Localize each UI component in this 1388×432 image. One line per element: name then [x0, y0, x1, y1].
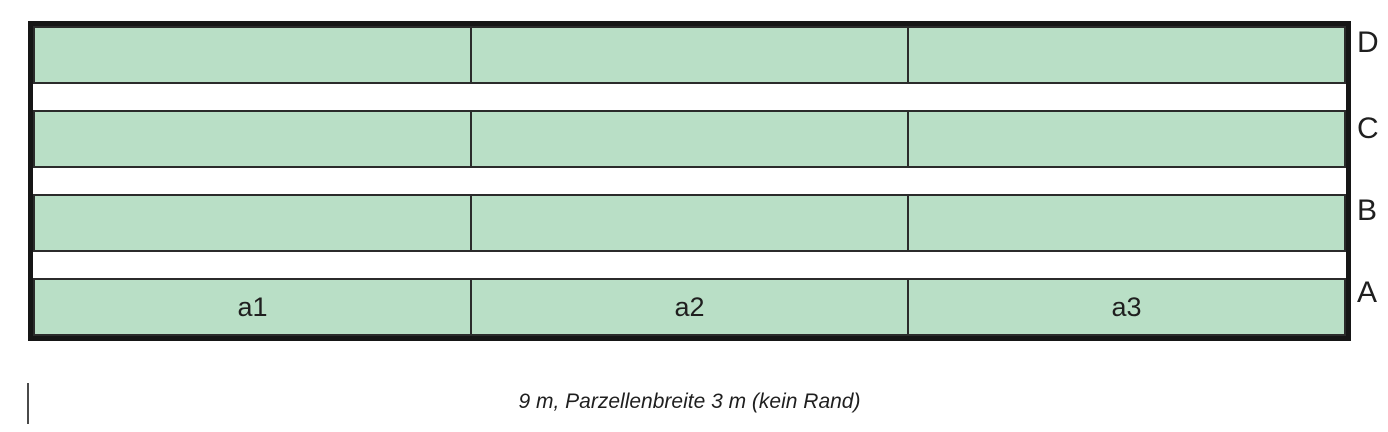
row-label-c: C: [1357, 112, 1379, 145]
plot-cell: [470, 112, 907, 166]
row-label-a: A: [1357, 276, 1378, 309]
plot-cell: [470, 196, 907, 250]
trial-row-a: a1 a2 a3: [33, 278, 1346, 336]
plot-cell: [35, 196, 470, 250]
plot-cell-a3: a3: [907, 280, 1344, 334]
row-label-b: B: [1357, 194, 1378, 227]
plot-cell-a1: a1: [237, 291, 268, 322]
trial-row-d: [33, 26, 1346, 84]
plot-cell-a2: a2: [470, 280, 907, 334]
plot-cell: [907, 196, 1344, 250]
plot-cell: [907, 112, 1344, 166]
plot-cell: [907, 28, 1344, 82]
trial-row-c: [33, 110, 1346, 168]
trial-field-diagram: a1 a2 a3: [28, 21, 1351, 341]
plot-cell: [470, 28, 907, 82]
margin-tick-line: [27, 383, 29, 424]
trial-row-b: [33, 194, 1346, 252]
plot-cell: [35, 28, 470, 82]
figure-caption: 9 m, Parzellenbreite 3 m (kein Rand): [518, 390, 861, 413]
row-label-d: D: [1357, 26, 1379, 59]
plot-cell: [35, 112, 470, 166]
